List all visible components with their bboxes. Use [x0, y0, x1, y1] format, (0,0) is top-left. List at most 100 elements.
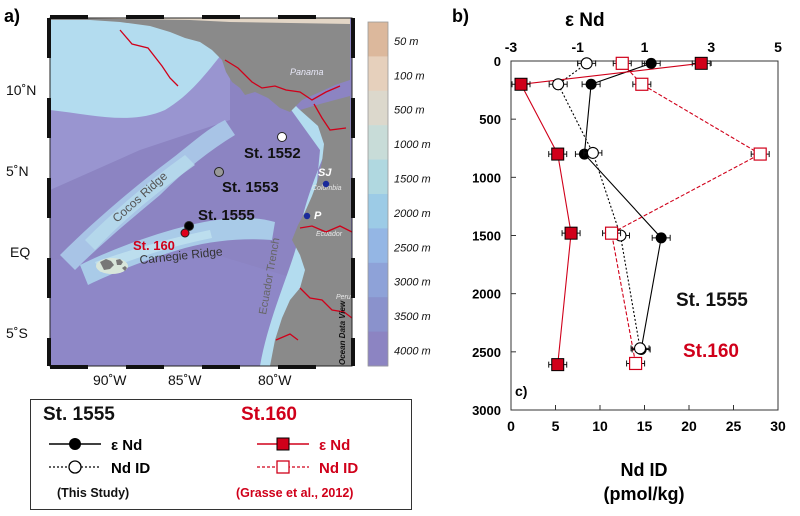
y-tick-label: 0: [494, 54, 501, 69]
lon-tick-80w: 80˚W: [258, 372, 292, 388]
point-st160-ndid: [604, 226, 619, 240]
galapagos-islands: [100, 259, 127, 271]
point-st160-end: [694, 56, 708, 70]
colorbar-border: [367, 21, 389, 367]
border-line: [275, 333, 299, 341]
point-st160-ndid: [615, 56, 629, 70]
colorbar-segment: [368, 90, 388, 126]
point-st160-end: [564, 226, 578, 240]
colorbar-segment: [368, 194, 388, 229]
x-bottom-tick-label: 20: [681, 418, 697, 434]
series-line: [610, 62, 762, 364]
station-1553-label: St. 1553: [222, 179, 279, 196]
lat-tick-5s: 5˚S: [6, 325, 28, 341]
map-frame: [50, 18, 352, 366]
carnegie-ridge-shape: [80, 218, 275, 285]
marker-sj: [322, 180, 330, 188]
colorbar-label: 50 m: [394, 36, 418, 48]
bottom-axis-title-line2: (pmol/kg): [604, 484, 685, 504]
legend-filled-circle: [69, 438, 81, 450]
colorbar-segment: [368, 22, 388, 57]
colorbar-segment: [368, 125, 388, 161]
north-shelf: [50, 18, 225, 118]
border-line: [313, 103, 347, 131]
colorbar-segment: [368, 262, 388, 298]
legend-open-circle: [68, 460, 82, 474]
x-bottom-tick-label: 10: [592, 418, 608, 434]
southern-basin: [50, 250, 300, 366]
marker-p: [303, 212, 311, 220]
panel-a-label: a): [4, 6, 20, 26]
cocos-ridge-crest: [85, 155, 195, 250]
x-top-tick-label: 3: [707, 39, 715, 55]
border-line: [224, 59, 341, 101]
central-america-land: [50, 18, 350, 112]
colorbar-label: 1500 m: [394, 174, 431, 186]
lat-tick-10n: 10˚N: [6, 82, 36, 98]
legend-st1555-row2: Nd ID: [111, 460, 151, 477]
depth-colorbar: 50 m 100 m 500 m 1000 m 1500 m 2000 m 2500 m 30…: [367, 21, 431, 367]
point-st1555-ndid: [580, 57, 593, 70]
y-tick-label: 500: [479, 112, 501, 127]
border-line: [299, 225, 352, 233]
legend-st160-row1: ε Nd: [319, 437, 351, 454]
legend-st1555-citation: (This Study): [57, 486, 130, 500]
station-160-label: St. 160: [133, 238, 175, 253]
panel-b-label: b): [452, 6, 469, 26]
series-layer: [511, 56, 770, 372]
colorbar-segment: [368, 331, 388, 367]
south-america-land: [270, 96, 352, 366]
y-tick-label: 2500: [472, 345, 501, 360]
colorbar-label: 3500 m: [394, 311, 431, 323]
y-tick-label: 1500: [472, 229, 501, 244]
lat-tick-5n: 5˚N: [6, 163, 29, 179]
x-top-tick-label: 5: [774, 39, 782, 55]
top-axis-title: ε Nd: [565, 10, 605, 31]
legend-st1555-title: St. 1555: [43, 404, 115, 425]
station-1552-label: St. 1552: [244, 145, 301, 162]
colorbar-segment: [368, 297, 388, 333]
x-bottom-tick-label: 15: [637, 418, 653, 434]
border-line: [299, 287, 352, 319]
plot-st1555-label: St. 1555: [676, 290, 748, 311]
point-st160-end: [551, 358, 565, 372]
legend-st160-symbols: [257, 437, 309, 474]
label-colombia: Colombia: [312, 185, 342, 192]
plot-st160-label: St.160: [683, 341, 739, 362]
station-160-marker: [180, 228, 190, 238]
point-st160-end: [514, 77, 528, 91]
colorbar-segment: [368, 228, 388, 264]
legend-st1555-symbols: [49, 438, 101, 474]
point-st1555-end: [655, 232, 667, 244]
legend-open-square: [276, 460, 290, 474]
x-bottom-tick-label: 0: [507, 418, 515, 434]
colorbar-segment: [368, 56, 388, 92]
label-odv-watermark: Ocean Data View: [338, 300, 347, 365]
y-tick-label: 3000: [472, 403, 501, 418]
point-st1555-ndid: [552, 78, 565, 91]
point-st160-ndid: [753, 147, 767, 161]
lon-tick-85w: 85˚W: [168, 372, 202, 388]
station-1555-label: St. 1555: [198, 207, 255, 224]
colorbar-label: 4000 m: [394, 346, 431, 358]
colorbar-label: 3000 m: [394, 277, 431, 289]
colorbar-label: 1000 m: [394, 139, 431, 151]
label-panama: Panama: [290, 67, 324, 77]
x-bottom-tick-label: 30: [770, 418, 786, 434]
point-st160-end: [551, 147, 565, 161]
station-1553-marker: [214, 167, 224, 177]
x-top-tick-label: -1: [572, 39, 585, 55]
lon-tick-90w: 90˚W: [93, 372, 127, 388]
x-bottom-tick-label: 25: [726, 418, 742, 434]
label-ecuador: Ecuador: [316, 231, 343, 238]
colorbar-label: 2000 m: [393, 208, 431, 220]
border-line: [119, 29, 179, 87]
legend-st160-title: St.160: [241, 404, 297, 425]
legend-filled-square: [276, 437, 290, 451]
legend-box: St. 1555 ε Nd Nd ID (This Study) St.160 …: [30, 399, 412, 510]
point-st1555-ndid: [633, 342, 647, 355]
map-frame-ticks: [47, 15, 355, 369]
point-st1555-ndid: [586, 146, 599, 159]
colorbar-label: 2500 m: [393, 242, 431, 254]
